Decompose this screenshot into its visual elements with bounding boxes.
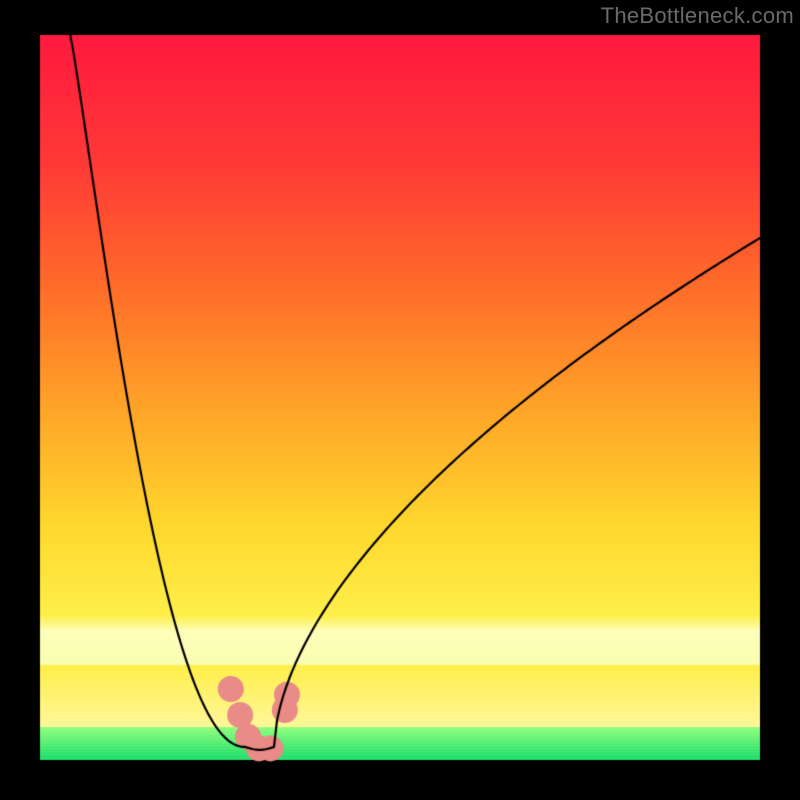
chart-container: TheBottleneck.com [0,0,800,800]
bottleneck-chart-canvas [0,0,800,800]
watermark-text: TheBottleneck.com [601,3,794,29]
